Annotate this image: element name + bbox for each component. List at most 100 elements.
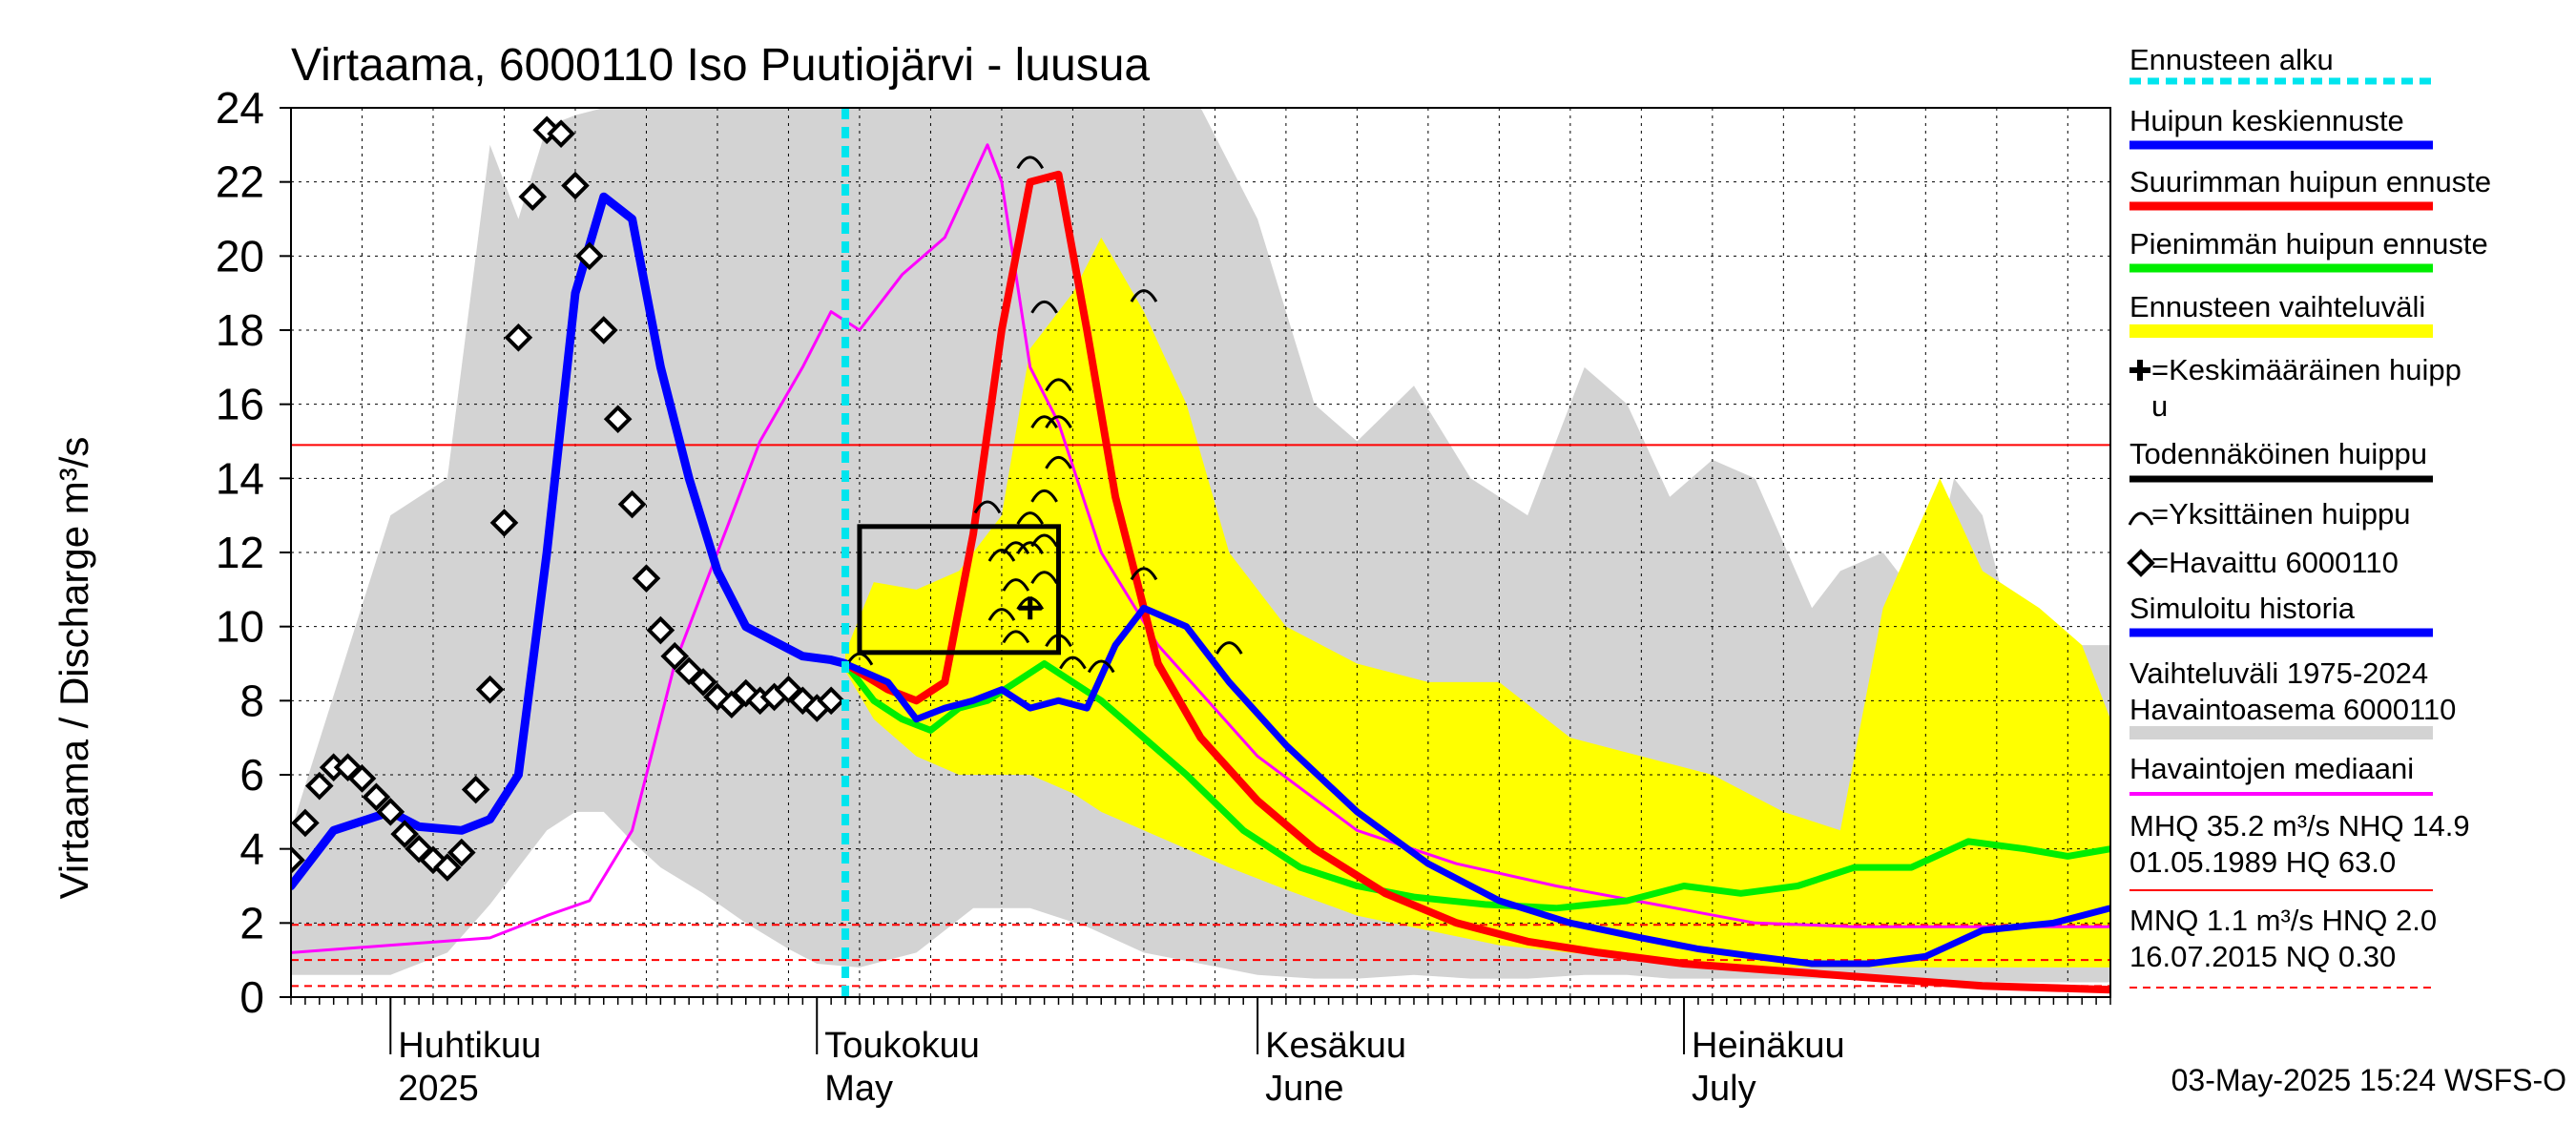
chart-title: Virtaama, 6000110 Iso Puutiojärvi - luus… [291, 40, 1150, 91]
single-peak-marker [1045, 415, 1072, 428]
month-label-en: June [1265, 1069, 1343, 1109]
legend: Ennusteen alku Huipun keskiennuste Suurimm… [2127, 43, 2491, 989]
observed-point-marker [817, 686, 845, 716]
month-label-fi: Kesäkuu [1265, 1026, 1406, 1066]
legend-label-observed: =Havaittu 6000110 [2151, 546, 2399, 579]
observed-point-marker [433, 853, 462, 882]
observed-point-marker [603, 405, 633, 434]
month-label-fi: Huhtikuu [398, 1026, 541, 1066]
observed-point-marker [660, 641, 690, 671]
simulated-history-line [291, 192, 850, 890]
single-peak-marker [1030, 533, 1058, 548]
y-tick-label: 16 [216, 380, 264, 429]
y-tick-label: 18 [216, 305, 264, 355]
plot-area: 024681012141618202224Huhtikuu2025Toukoku… [216, 83, 2111, 1109]
legend-label-forecast-start: Ennusteen alku [2129, 43, 2334, 76]
legend-label-historical-range: Vaihteluväli 1975-2024 [2129, 656, 2428, 690]
legend-label-single-peak: =Yksittäinen huippu [2151, 497, 2410, 531]
observed-point-marker [489, 509, 519, 537]
legend-label-likely-peak: Todennäköinen huippu [2129, 437, 2427, 470]
legend-stat-nq-date: 16.07.2015 NQ 0.30 [2129, 940, 2396, 973]
single-peak-marker [1030, 489, 1058, 503]
observed-point-marker [291, 845, 305, 875]
observed-point-marker [447, 838, 476, 867]
observed-point-marker [390, 820, 420, 848]
grid [291, 108, 2110, 997]
observed-point-marker [589, 316, 618, 344]
single-peak-marker [1045, 378, 1072, 392]
plot-content [291, 108, 2110, 997]
legend-mean-peak-icon [2129, 360, 2150, 381]
single-peak-marker [1030, 300, 1058, 314]
single-peak-marker [1130, 567, 1158, 581]
mean-peak-marker [1018, 596, 1042, 620]
single-peak-marker [1016, 156, 1045, 170]
observed-point-marker [646, 615, 675, 645]
legend-label-historical-station: Havaintoasema 6000110 [2129, 693, 2456, 726]
forecast-range-band [845, 237, 2110, 968]
observed-point-marker [632, 564, 661, 593]
observed-point-marker [731, 678, 760, 708]
legend-single-peak-icon [2128, 511, 2154, 526]
single-peak-marker [1030, 571, 1058, 585]
legend-label-mean-peak: =Keskimääräinen huipp [2151, 353, 2462, 386]
observed-point-marker [617, 489, 647, 519]
month-label-en: 2025 [398, 1069, 479, 1109]
single-peak-marker [1016, 511, 1045, 525]
observed-point-marker [504, 323, 533, 352]
single-peak-marker [1215, 641, 1243, 655]
y-axis-label: Virtaama / Discharge m³/s [52, 437, 96, 900]
y-tick-label: 2 [239, 898, 264, 947]
month-label-fi: Toukokuu [824, 1026, 980, 1066]
legend-label-simulated: Simuloitu historia [2129, 592, 2356, 625]
observed-point-marker [304, 771, 334, 801]
single-peak-marker [973, 500, 1002, 514]
single-peak-marker [1002, 578, 1030, 592]
likely-peak-box [857, 524, 1062, 656]
legend-label-median: Havaintojen mediaani [2129, 752, 2414, 785]
legend-label-max-forecast: Suurimman huipun ennuste [2129, 165, 2491, 198]
y-tick-label: 10 [216, 602, 264, 652]
y-tick-label: 8 [239, 676, 264, 725]
month-label-en: May [824, 1069, 893, 1109]
single-peak-marker [987, 549, 1016, 562]
single-peak-marker [1045, 455, 1072, 469]
observed-point-marker [575, 241, 604, 271]
observed-point-marker [675, 656, 703, 686]
single-peak-marker [1130, 289, 1158, 302]
observed-point-marker [461, 775, 490, 804]
y-tick-label: 22 [216, 157, 264, 207]
median-series-line [291, 143, 2110, 954]
legend-stat-mnq: MNQ 1.1 m³/s HNQ 2.0 [2129, 904, 2437, 937]
observed-point-marker [561, 171, 590, 200]
single-peak-marker [987, 608, 1016, 621]
month-label-fi: Heinäkuu [1692, 1026, 1845, 1066]
y-tick-label: 12 [216, 528, 264, 577]
observed-point-marker [291, 808, 320, 838]
max-peak-forecast-line [841, 170, 2110, 994]
observed-point-marker [362, 782, 391, 812]
observed-point-marker [376, 798, 405, 826]
legend-label-mean-forecast: Huipun keskiennuste [2129, 104, 2404, 137]
observed-point-marker [405, 834, 433, 864]
legend-label-mean-peak-wrap: u [2151, 389, 2168, 423]
single-peak-marker [1016, 541, 1045, 555]
y-tick-label: 0 [239, 972, 264, 1022]
observed-point-marker [347, 764, 377, 793]
mean-peak-forecast-line [841, 604, 2110, 968]
single-peak-marker [1002, 630, 1030, 644]
single-peak-marker [1002, 541, 1030, 555]
legend-stat-hq-date: 01.05.1989 HQ 63.0 [2129, 845, 2396, 879]
observed-point-marker [475, 675, 505, 704]
legend-observed-icon [2127, 549, 2155, 577]
observed-point-marker [547, 119, 575, 149]
y-tick-label: 14 [216, 453, 264, 503]
single-peak-marker [1030, 415, 1058, 428]
observed-point-marker [518, 182, 548, 212]
observed-point-marker [689, 668, 717, 697]
y-tick-label: 20 [216, 231, 264, 281]
y-tick-label: 24 [216, 83, 264, 133]
y-tick-label: 4 [239, 824, 264, 874]
legend-stat-mhq: MHQ 35.2 m³/s NHQ 14.9 [2129, 809, 2470, 843]
